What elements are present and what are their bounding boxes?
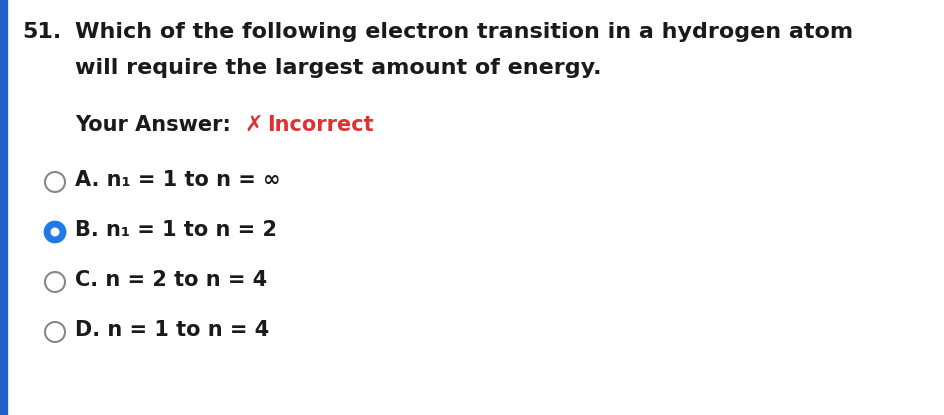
Circle shape [45, 322, 65, 342]
Text: will require the largest amount of energy.: will require the largest amount of energ… [75, 58, 601, 78]
Text: D. n = 1 to n = 4: D. n = 1 to n = 4 [75, 320, 269, 340]
Text: ✗: ✗ [245, 115, 271, 135]
Text: Your Answer:: Your Answer: [75, 115, 231, 135]
Text: A. n₁ = 1 to n = ∞: A. n₁ = 1 to n = ∞ [75, 170, 280, 190]
Circle shape [45, 222, 65, 242]
Text: 51.: 51. [22, 22, 61, 42]
Text: B. n₁ = 1 to n = 2: B. n₁ = 1 to n = 2 [75, 220, 277, 240]
Text: Incorrect: Incorrect [267, 115, 374, 135]
Bar [0, 0, 7, 415]
Circle shape [45, 172, 65, 192]
Circle shape [45, 272, 65, 292]
Text: C. n = 2 to n = 4: C. n = 2 to n = 4 [75, 270, 267, 290]
Text: Which of the following electron transition in a hydrogen atom: Which of the following electron transiti… [75, 22, 853, 42]
Circle shape [51, 228, 59, 236]
